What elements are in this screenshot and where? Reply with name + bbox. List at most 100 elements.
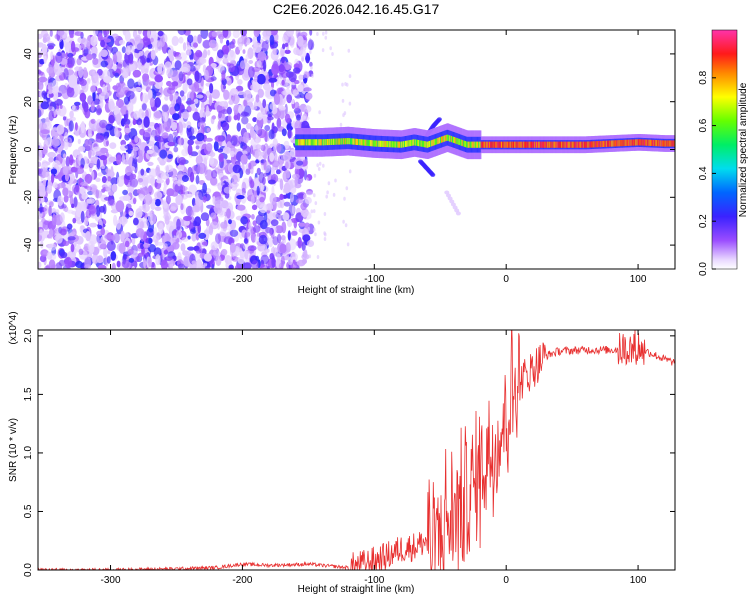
ridge-core [581,141,583,148]
noise-cell [158,222,164,235]
y-tick-label: -40 [23,237,34,252]
colorbar-tick-label: 0.2 [698,214,709,228]
branch-cell [430,172,436,177]
ridge-core [458,138,461,145]
noise-cell [183,215,192,222]
noise-cell [276,253,281,262]
noise-cell [132,30,138,39]
noise-cell [169,106,177,116]
noise-cell [241,116,249,125]
ridge-core [441,136,443,143]
ridge-core [662,140,665,147]
noise-cell [125,65,131,73]
noise-cell [177,121,183,134]
ridge-core [556,141,558,148]
ridge-core [446,134,449,141]
ridge-core [560,141,562,148]
noise-cell [293,47,300,55]
noise-cell [256,73,266,85]
ridge-core [431,139,434,147]
ridge-core [550,141,552,148]
ridge-core [347,138,350,145]
ridge-core [603,140,606,147]
noise-cell [208,39,218,49]
ridge-core [658,140,660,147]
noise-cell [41,43,48,55]
noise-cell [185,100,195,105]
noise-cell [263,211,268,223]
ridge-core [555,141,558,148]
noise-cell [103,196,113,201]
noise-cell [268,237,274,248]
noise-cell [327,181,331,186]
ridge-core [503,141,506,148]
ridge-core [333,138,335,145]
noise-cell [85,231,91,242]
noise-cell [277,64,286,75]
noise-cell [211,169,218,179]
ridge-core [381,140,383,147]
noise-cell [198,116,206,124]
ridge-core [434,138,437,146]
ridge-core [656,140,658,147]
noise-cell [191,260,197,265]
noise-cell [242,262,252,269]
ridge-core [562,141,565,148]
noise-cell [213,140,219,152]
ridge-core [321,139,323,146]
ridge-core [501,141,503,148]
noise-cell [139,221,144,229]
noise-cell [206,127,211,133]
noise-cell [64,256,72,269]
noise-cell [48,259,56,269]
noise-cell [76,57,82,66]
noise-cell [140,65,145,74]
noise-cell [344,223,348,228]
ridge-core [443,135,446,142]
noise-cell [54,98,63,106]
noise-cell [140,168,145,176]
noise-cell [80,121,85,134]
y-tick-label: 0.5 [23,504,34,518]
noise-cell [111,262,116,269]
noise-cell [268,179,276,185]
noise-cell [191,86,195,94]
noise-cell [253,125,259,131]
noise-cell [74,122,78,131]
noise-cell [211,263,215,269]
noise-cell [218,153,224,163]
noise-cell [154,198,161,207]
noise-cell [175,55,182,60]
ridge-core [312,139,315,146]
noise-cell [231,174,238,185]
ridge-core [633,139,635,146]
ridge-core [371,140,374,147]
noise-cell [294,101,300,112]
noise-cell [162,112,169,122]
noise-cell [161,104,169,112]
ridge-core [638,139,641,146]
ridge-core [389,141,391,148]
ridge-core [567,141,570,148]
ridge-core [376,140,378,147]
ridge-core [325,139,328,146]
noise-cell [243,99,248,107]
noise-cell [154,206,162,212]
noise-cell [104,234,114,240]
noise-cell [242,250,251,260]
ridge-core [330,138,332,145]
y-tick-label: 1.5 [23,387,34,401]
ridge-core [454,137,456,144]
ridge-core [661,140,664,147]
noise-cell [116,63,123,70]
x-tick-label: 0 [503,274,509,285]
noise-cell [302,234,311,242]
noise-cell [213,250,221,256]
noise-cell [231,38,236,46]
noise-cell [143,243,151,248]
colorbar-tick-label: 0.0 [698,262,709,276]
noise-cell [192,52,200,61]
noise-cell [185,49,192,56]
noise-cell [239,60,246,70]
